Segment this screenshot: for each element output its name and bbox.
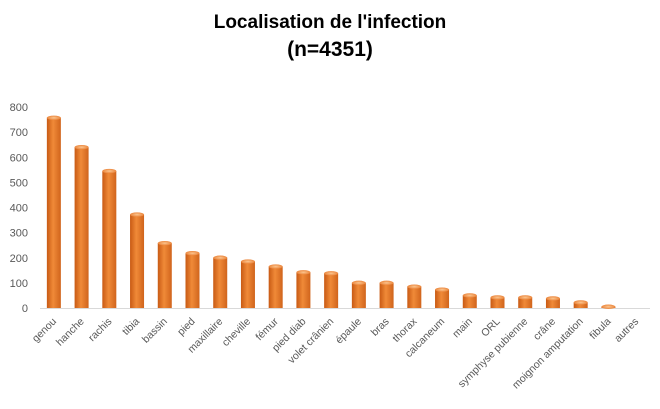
bar-top (46, 115, 61, 121)
bar-top (130, 212, 145, 217)
bar-body (74, 147, 89, 308)
bar-top (240, 259, 255, 264)
x-tick-label: ORL (479, 316, 503, 340)
y-tick-label: 100 (10, 278, 28, 290)
y-tick-label: 500 (10, 177, 28, 189)
bar-body (240, 261, 255, 308)
x-tick-label: tibia (120, 316, 142, 338)
bar (296, 270, 311, 308)
bar (74, 145, 89, 308)
bar-body (268, 266, 283, 308)
bar-body (157, 243, 172, 308)
bar (573, 300, 588, 308)
bar-top (407, 284, 422, 289)
bar-body (407, 286, 422, 308)
x-tick-label: épaule (333, 316, 364, 347)
x-tick-label: main (450, 316, 475, 341)
x-tick-label: hanche (54, 316, 87, 349)
x-tick-label: bras (369, 316, 392, 339)
x-tick-label: fibula (587, 316, 613, 342)
bar-top (102, 168, 117, 174)
bar-body (296, 272, 311, 308)
x-tick-label: bassin (140, 316, 170, 346)
bar (213, 255, 228, 308)
x-tick-label: rachis (86, 316, 114, 344)
bar (268, 264, 283, 308)
bar-body (573, 302, 588, 308)
bar-body (46, 117, 61, 309)
bar-body (213, 257, 228, 308)
y-tick-label: 300 (10, 228, 28, 240)
bar (240, 259, 255, 308)
y-tick-label: 600 (10, 152, 28, 164)
bar-body (130, 214, 145, 308)
bar (407, 284, 422, 308)
bar-top (435, 287, 450, 292)
x-tick-label: autres (612, 316, 641, 345)
bar-top (518, 295, 533, 300)
bar (601, 304, 616, 309)
bar (351, 280, 366, 308)
bar-top (490, 295, 505, 300)
bar-top (379, 280, 394, 286)
y-tick-label: 800 (10, 102, 28, 114)
chart-title: Localisation de l'infection (213, 12, 447, 33)
bar-top (185, 251, 200, 256)
bar-body (185, 253, 200, 308)
bar-top (74, 145, 89, 150)
bar-top (296, 270, 311, 275)
bar-top (545, 296, 560, 301)
y-tick-label: 200 (10, 253, 28, 265)
bars (46, 115, 616, 309)
bar (324, 271, 339, 308)
bar (379, 280, 394, 308)
bar (130, 212, 145, 308)
bar (185, 251, 200, 308)
bar-top (351, 280, 366, 286)
bar-top (157, 240, 172, 246)
x-tick-label: cheville (220, 316, 253, 349)
y-tick-label: 400 (10, 203, 28, 215)
bar-body (435, 289, 450, 308)
bar-body (518, 297, 533, 308)
bar-top (268, 264, 283, 269)
bar-body (324, 273, 339, 308)
bar-top (573, 300, 588, 305)
bar-body (545, 298, 560, 308)
y-tick-label: 0 (22, 303, 28, 315)
bar-body (490, 297, 505, 308)
bar (102, 168, 117, 308)
bar (462, 293, 477, 308)
bar (435, 287, 450, 308)
bar-top (324, 271, 339, 276)
bar (490, 295, 505, 308)
y-axis: 0 100 200 300 400 500 600 700 800 (10, 102, 650, 315)
bar-top (601, 304, 616, 309)
bar (545, 296, 560, 308)
bar-body (462, 295, 477, 308)
bar (157, 240, 172, 308)
bar-top (213, 255, 228, 260)
bar-body (379, 282, 394, 308)
bar-top (462, 293, 477, 298)
bar-body (102, 171, 117, 308)
bar-body (351, 282, 366, 308)
chart-subtitle: (n=4351) (287, 38, 373, 61)
y-tick-label: 700 (10, 127, 28, 139)
bar (518, 295, 533, 308)
bar (46, 115, 61, 309)
x-tick-label: pied (175, 316, 198, 339)
